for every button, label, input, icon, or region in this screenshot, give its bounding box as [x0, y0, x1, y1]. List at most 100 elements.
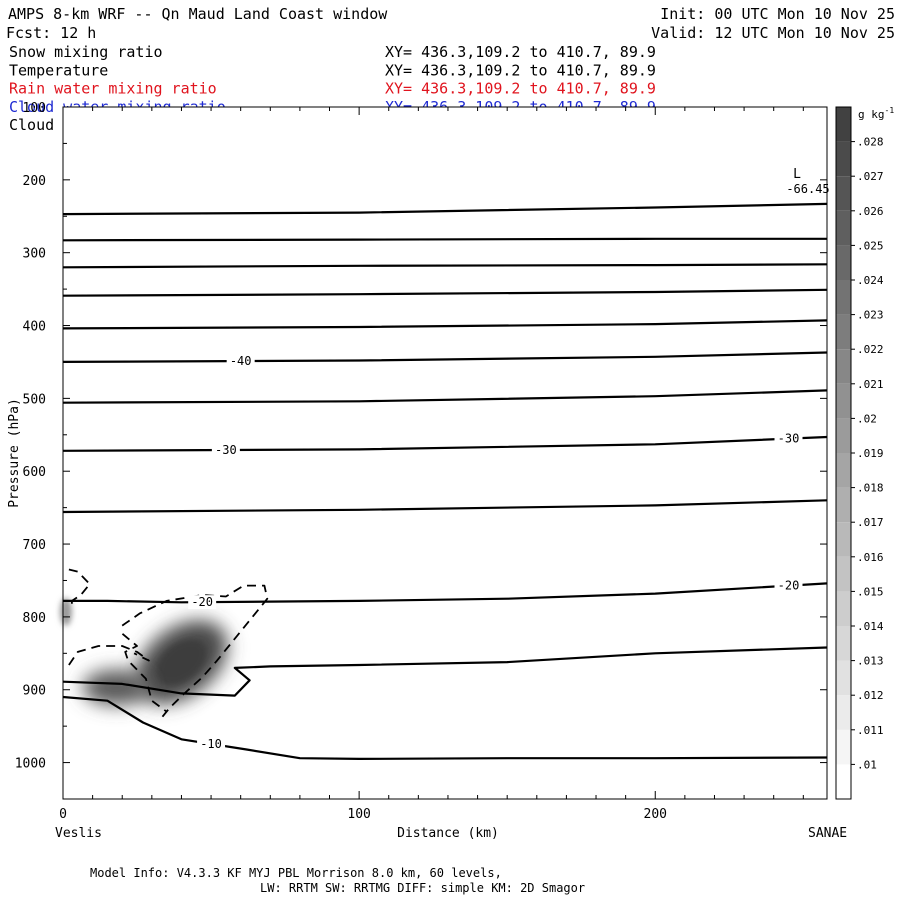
field-name: Snow mixing ratio: [9, 43, 163, 61]
contour-labels: -40 -30 -30 -20 -20 -10: [188, 354, 803, 751]
field-xy: XY= 436.3,109.2 to 410.7, 89.9: [385, 80, 656, 98]
colorbar-label: .024: [857, 274, 884, 287]
temperature-contours: [62, 202, 828, 760]
colorbar-label: .013: [857, 655, 884, 668]
temperature-contour: [62, 263, 828, 269]
contour-label-bg: [774, 578, 803, 593]
temperature-contour: [62, 288, 828, 297]
field-xy: XY= 436.3,109.2 to 410.7, 89.9: [385, 61, 656, 79]
field-name: Temperature: [9, 61, 108, 79]
contour-label-bg: [226, 354, 255, 369]
temperature-contour: [63, 582, 828, 604]
colorbar-swatch: [836, 349, 851, 384]
colorbar-label: .01: [857, 758, 877, 771]
colorbar-swatch: [836, 418, 851, 453]
colorbar-swatch: [836, 695, 851, 730]
colorbar-label: .021: [857, 378, 884, 391]
colorbar-swatch: [836, 729, 851, 765]
colorbar-label: .023: [857, 309, 884, 322]
model-info-line2: LW: RRTM SW: RRTMG DIFF: simple KM: 2D S…: [260, 881, 585, 895]
plot-frame: [62, 106, 828, 800]
x-end-label-left: Veslis: [55, 826, 102, 841]
colorbar-swatch: [836, 453, 851, 488]
y-tick-label: 800: [23, 611, 46, 626]
colorbar-swatch: [836, 176, 851, 211]
low-marker-symbol: L: [793, 167, 801, 182]
x-axis: 0 100 200: [59, 107, 804, 822]
colorbar-swatch: [836, 107, 851, 142]
temperature-contour: [62, 351, 828, 363]
temperature-contour: [62, 202, 828, 216]
temperature-contour: [62, 695, 828, 760]
colorbar-label: .014: [857, 620, 884, 633]
x-tick-label: 0: [59, 807, 67, 822]
colorbar-swatch: [836, 314, 851, 350]
low-marker-value: -66.45: [786, 182, 829, 196]
init-time: Init: 00 UTC Mon 10 Nov 25: [660, 5, 895, 23]
contour-label-bg: [197, 736, 226, 751]
x-axis-label: Distance (km): [397, 826, 499, 841]
valid-time: Valid: 12 UTC Mon 10 Nov 25: [651, 24, 895, 42]
contour-label: -10: [200, 737, 222, 751]
colorbar-swatch: [836, 487, 851, 523]
colorbar-label: .011: [857, 724, 884, 737]
y-tick-label: 300: [23, 247, 46, 262]
x-end-label-right: SANAE: [808, 826, 847, 841]
colorbar-swatch: [836, 383, 851, 419]
cloud-water-contour: [68, 645, 150, 666]
temperature-contour: [62, 237, 827, 242]
forecast-hour: Fcst: 12 h: [6, 24, 96, 42]
contour-label: -20: [778, 579, 800, 593]
colorbar-label: .028: [857, 136, 884, 149]
contour-label: -30: [215, 443, 237, 457]
colorbar-swatch: [836, 556, 851, 592]
colorbar-label: .017: [857, 516, 884, 529]
ice-blob: [82, 669, 151, 706]
colorbar-swatch: [836, 626, 851, 661]
temperature-contour: [62, 646, 828, 697]
colorbar-swatch: [836, 660, 851, 696]
temperature-contour: [62, 435, 828, 452]
colorbar-label: .027: [857, 170, 884, 183]
field-name: Rain water mixing ratio: [9, 80, 217, 98]
temperature-contour: [62, 499, 828, 514]
y-tick-label: 400: [23, 320, 46, 335]
colorbar-label: .022: [857, 343, 884, 356]
y-tick-label: 1000: [15, 757, 46, 772]
field-xy: XY= 436.3,109.2 to 410.7, 89.9: [385, 43, 656, 61]
colorbar-label: .016: [857, 551, 884, 564]
cloud-water-contour: [68, 568, 91, 608]
ice-mixing-shading: [60, 597, 228, 706]
contour-label-bg: [774, 431, 803, 446]
contour-label-bg: [188, 595, 217, 610]
y-tick-label: 500: [23, 392, 46, 407]
colorbar-swatch: [836, 280, 851, 315]
colorbar-swatch: [836, 522, 851, 557]
colorbar-label: .025: [857, 239, 884, 252]
colorbar-swatch: [836, 141, 851, 177]
colorbar-label: .02: [857, 412, 877, 425]
colorbar-label: .019: [857, 447, 884, 460]
colorbar-swatch: [836, 591, 851, 626]
colorbar-swatch: [836, 764, 851, 799]
contour-label: -40: [230, 354, 252, 368]
y-tick-label: 600: [23, 465, 46, 480]
contour-label: -20: [191, 595, 213, 609]
colorbar-unit: g kg-1: [858, 106, 894, 121]
y-tick-label: 900: [23, 684, 46, 699]
y-axis-label: Pressure (hPa): [7, 398, 22, 508]
model-info-line1: Model Info: V4.3.3 KF MYJ PBL Morrison 8…: [90, 866, 502, 880]
temperature-contour: [62, 319, 828, 330]
colorbar-label: .026: [857, 205, 884, 218]
colorbar-label: .018: [857, 482, 884, 495]
colorbar-label: .012: [857, 689, 884, 702]
y-axis: 100 200 300 400 500 600 700 800 900 1000: [15, 101, 827, 800]
colorbar-swatch: [836, 245, 851, 280]
y-tick-label: 700: [23, 538, 46, 553]
colorbar-swatch: [836, 210, 851, 246]
x-tick-label: 100: [347, 807, 370, 822]
x-tick-label: 200: [644, 807, 667, 822]
colorbar: .01 .011 .012 .013 .014 .015 .016 .017 .018 .019.…: [835, 106, 884, 800]
ice-blob-core: [156, 639, 207, 685]
